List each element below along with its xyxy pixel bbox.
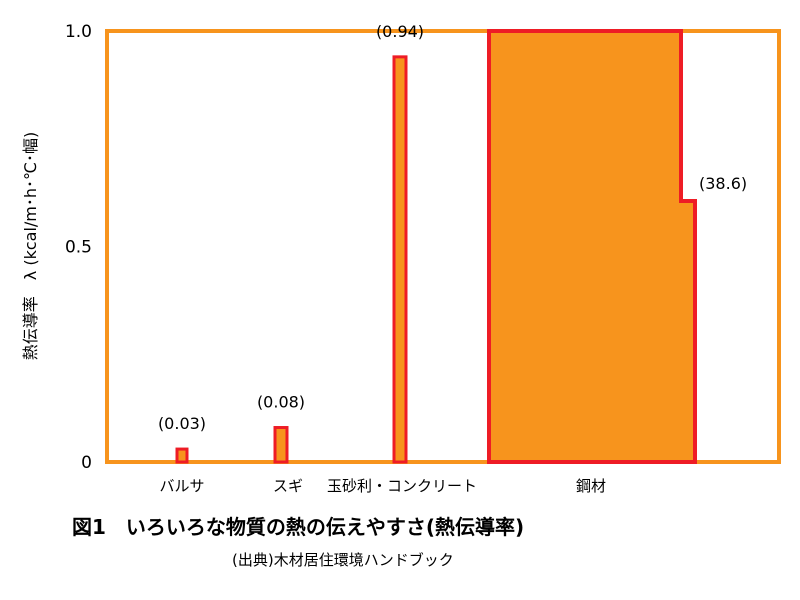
- x-tick-label-1: スギ: [273, 477, 303, 495]
- data-labels: (0.03) (0.08) (0.94) (38.6): [158, 22, 747, 433]
- x-tick-label-0: バルサ: [159, 477, 204, 495]
- bar-1: [273, 426, 289, 464]
- figure-title: 図1 いろいろな物質の熱の伝えやすさ(熱伝導率): [72, 515, 525, 539]
- data-label-0: (0.03): [158, 414, 206, 433]
- y-tick-label-2: 1.0: [65, 22, 92, 42]
- bar-3: [487, 29, 697, 464]
- x-tick-label-3: 鋼材: [576, 477, 606, 495]
- bar-0: [175, 447, 189, 464]
- bar-chart: 00.51.0 バルサ スギ 玉砂利・コンクリート 鋼材 (0.03)(0.08)(0…: [21, 22, 781, 495]
- x-tick-labels: バルサ スギ 玉砂利・コンクリート 鋼材: [159, 477, 606, 495]
- data-label-3: (38.6): [699, 174, 747, 193]
- bars-group: [175, 29, 697, 464]
- data-label-2: (0.94): [376, 22, 424, 41]
- plot-frame: [105, 29, 781, 464]
- y-ticks: 0 0.5 1.0: [65, 22, 92, 473]
- data-label-1: (0.08): [257, 393, 305, 412]
- figure-source: (出典)木材居住環境ハンドブック: [232, 551, 454, 569]
- y-tick-label-1: 0.5: [65, 238, 92, 258]
- bar-2: [392, 55, 408, 464]
- y-tick-label-0: 0: [81, 453, 92, 473]
- x-tick-label-2: 玉砂利・コンクリート: [327, 477, 477, 495]
- y-axis-label: 熱伝導率 λ (kcal/m･h･℃･幅): [21, 132, 40, 360]
